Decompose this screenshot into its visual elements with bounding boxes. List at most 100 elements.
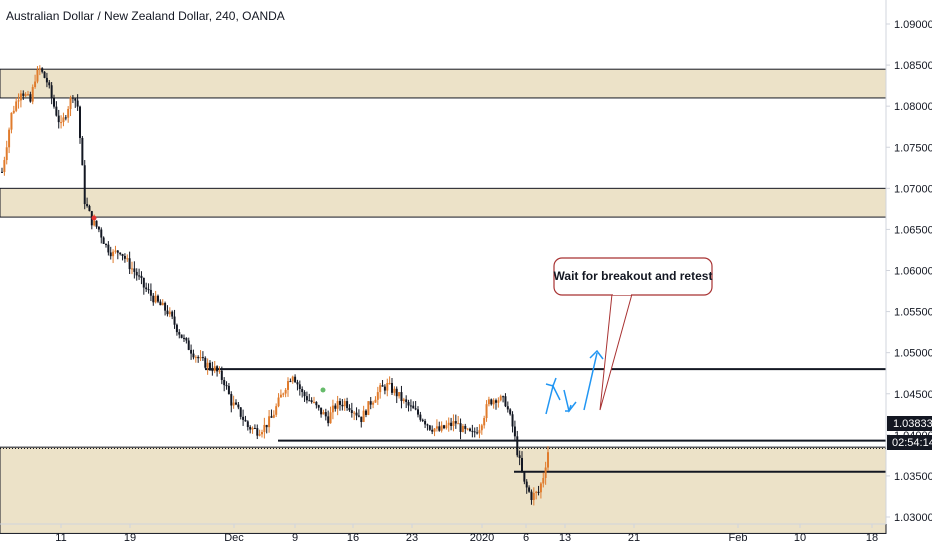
countdown-label: 02:54:14 xyxy=(892,437,932,449)
candle-body xyxy=(249,426,252,430)
candle-body xyxy=(74,98,77,101)
candle-body xyxy=(138,275,141,277)
candle-body xyxy=(395,388,398,397)
candle-body xyxy=(547,452,549,468)
candle-body xyxy=(185,337,188,341)
candle-body xyxy=(336,401,339,409)
candle-body xyxy=(542,477,545,484)
retest-arrowhead xyxy=(565,404,572,412)
candle-body xyxy=(279,394,282,398)
candle-body xyxy=(502,396,505,398)
price-tick-label: 1.07000 xyxy=(894,183,932,195)
candle-body xyxy=(24,94,27,96)
candle-body xyxy=(256,428,259,436)
current-price-label: 1.03833 xyxy=(893,418,932,430)
candle-body xyxy=(450,422,453,426)
candle-body xyxy=(339,401,341,405)
time-tick-label: 19 xyxy=(124,532,136,544)
candle-body xyxy=(402,399,405,402)
candle-body xyxy=(539,483,542,493)
candle-body xyxy=(409,405,412,407)
candle-body xyxy=(495,400,497,403)
candle-body xyxy=(506,406,509,410)
candle-body xyxy=(357,415,360,417)
candle-body xyxy=(487,399,490,405)
price-tick-label: 1.05000 xyxy=(894,348,932,360)
candle-body xyxy=(516,436,519,456)
candle-body xyxy=(513,426,516,437)
candle-body xyxy=(15,101,18,111)
continuation-arrow xyxy=(583,352,598,411)
candle-body xyxy=(329,412,332,424)
candle-body xyxy=(128,258,131,270)
candle-body xyxy=(244,419,247,422)
candle-body xyxy=(509,409,512,415)
candle-body xyxy=(159,301,162,306)
candle-body xyxy=(499,396,502,401)
candle-body xyxy=(71,97,74,99)
candle-body xyxy=(1,171,3,173)
candle-body xyxy=(45,77,48,83)
candle-body xyxy=(209,362,211,369)
candle-body xyxy=(239,407,242,417)
time-tick-label: 9 xyxy=(292,532,298,544)
candle-body xyxy=(194,356,197,358)
candle-body xyxy=(10,112,13,130)
time-scale[interactable]: 11 19 Dec 9 16 23 2020 6 13 21 Feb 10 18 xyxy=(0,523,886,544)
candle-body xyxy=(544,467,547,478)
sr-zone-2 xyxy=(0,446,887,534)
candle-body xyxy=(426,424,429,426)
candle-body xyxy=(69,97,72,109)
candle-body xyxy=(5,147,8,161)
candle-body xyxy=(424,420,427,425)
candle-body xyxy=(17,100,20,102)
candle-body xyxy=(341,404,344,407)
candle-body xyxy=(525,481,528,488)
candle-body xyxy=(263,424,266,433)
price-tick-labels: 1.09000 1.08500 1.08000 1.07500 1.07000 1.065… xyxy=(886,19,932,524)
candle-body xyxy=(305,396,308,401)
candle-body xyxy=(346,401,349,409)
candle-body xyxy=(192,353,195,358)
time-tick-labels: 11 19 Dec 9 16 23 2020 6 13 21 Feb 10 18 xyxy=(55,524,878,544)
candle-body xyxy=(443,425,445,429)
candle-body xyxy=(511,414,514,427)
candle-body xyxy=(29,94,32,102)
candle-body xyxy=(381,385,384,387)
candle-body xyxy=(27,94,29,96)
candle-body xyxy=(48,82,51,86)
candle-body xyxy=(322,412,325,415)
candle-body xyxy=(164,302,167,311)
sr-zone-0 xyxy=(0,68,887,99)
candle-body xyxy=(114,250,117,252)
candle-body xyxy=(433,428,436,432)
candle-body xyxy=(445,425,448,429)
candle-body xyxy=(324,412,327,417)
candle-body xyxy=(93,220,96,226)
candle-body xyxy=(383,386,386,391)
candle-body xyxy=(428,425,431,430)
price-scale[interactable]: 1.09000 1.08500 1.08000 1.07500 1.07000 1.065… xyxy=(885,0,932,524)
candle-body xyxy=(211,368,214,372)
time-tick-label: 21 xyxy=(628,532,640,544)
candle-body xyxy=(521,457,523,472)
candle-body xyxy=(282,393,285,395)
candle-body xyxy=(343,401,346,407)
candle-body xyxy=(537,491,540,493)
price-tick-label: 1.09000 xyxy=(894,19,932,31)
candle-body xyxy=(38,68,41,70)
candle-body xyxy=(530,491,533,501)
candle-body xyxy=(435,426,438,429)
candle-body xyxy=(457,423,460,425)
candle-body xyxy=(334,405,337,409)
candle-body xyxy=(213,366,216,372)
candle-body xyxy=(369,401,372,405)
candle-body xyxy=(133,268,136,272)
zones-layer xyxy=(0,68,887,534)
candle-body xyxy=(183,337,185,339)
continuation-arrowhead xyxy=(589,349,604,360)
candle-body xyxy=(237,404,240,408)
candle-body xyxy=(447,422,450,426)
